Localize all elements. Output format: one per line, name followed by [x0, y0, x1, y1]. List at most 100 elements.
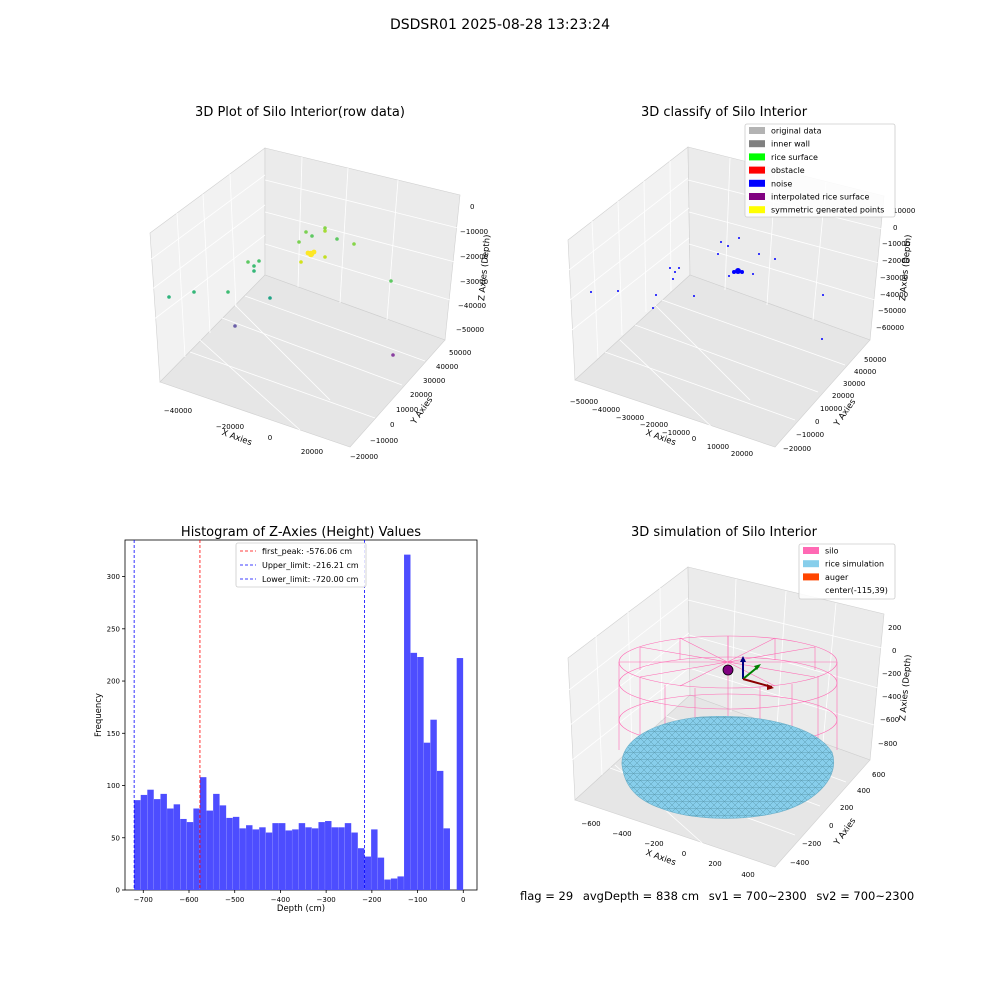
hist-bar — [357, 848, 365, 890]
p1-point — [246, 260, 250, 264]
p4-ytick-3: 200 — [840, 804, 853, 812]
hist-bar — [213, 793, 220, 890]
p4-xtick-0: −600 — [581, 820, 600, 828]
p2-xtick-0: −50000 — [570, 398, 598, 406]
p2-point — [590, 291, 592, 293]
p2-xtick-5: 0 — [692, 435, 696, 443]
p2-point — [669, 267, 671, 269]
hist-bar — [443, 828, 450, 890]
panel1-title: 3D Plot of Silo Interior(row data) — [195, 105, 405, 120]
p4-ztick-1: 0 — [892, 647, 896, 655]
legend-swatch — [749, 179, 765, 187]
hist-legend-label: Lower_limit: -720.00 cm — [262, 575, 359, 584]
p1-point — [389, 279, 393, 283]
sv1-text: sv1 = 700~2300 — [708, 889, 807, 903]
p1-points — [167, 226, 395, 357]
panel1-ticks: −40000 −20000 0 20000 −20000 −10000 0 10… — [164, 203, 488, 461]
hist-bar — [167, 808, 174, 890]
p1-point — [252, 264, 256, 268]
p2-point — [752, 273, 754, 275]
hist-bar — [153, 799, 161, 890]
panel-raw-3d: 3D Plot of Silo Interior(row data) −4000… — [149, 105, 493, 461]
p4-ztick-2: −200 — [882, 670, 901, 678]
p4-xlabel: X Axies — [644, 848, 677, 868]
hist-xtick-label: 0 — [461, 896, 465, 904]
hist-bar — [219, 805, 227, 890]
hist-legend-frame — [235, 542, 367, 588]
hist-legend-label: Upper_limit: -216.21 cm — [262, 561, 359, 570]
p4-xtick-5: 400 — [741, 871, 754, 879]
auger-marker — [722, 664, 734, 676]
p4-ztick-0: 200 — [888, 624, 901, 632]
p2-xtick-1: −40000 — [592, 406, 620, 414]
legend-swatch — [749, 206, 765, 214]
rice-surface — [621, 716, 834, 819]
status-footer: flag = 29 avgDepth = 838 cm sv1 = 700~23… — [520, 889, 920, 903]
hist-bar — [371, 829, 378, 890]
hist-bar — [397, 876, 404, 890]
hist-xtick-label: −500 — [225, 896, 244, 904]
p1-point — [268, 296, 272, 300]
p4-ytick-1: −200 — [802, 840, 821, 848]
hist-bar — [199, 777, 207, 890]
p2-point — [822, 294, 824, 296]
p2-point — [738, 237, 740, 239]
p1-point — [323, 255, 327, 259]
hist-bar — [331, 827, 339, 890]
hist-bar — [456, 658, 464, 890]
p2-ztick-6: −50000 — [878, 307, 906, 315]
hist-xtick-label: −400 — [271, 896, 290, 904]
p4-ytick-5: 600 — [872, 771, 885, 779]
p2-ytick-1: −10000 — [796, 431, 824, 439]
hist-bar — [325, 821, 332, 890]
p2-point — [732, 270, 736, 274]
p1-point — [352, 242, 356, 246]
hist-bar — [252, 829, 260, 890]
p2-xtick-4: −10000 — [662, 429, 690, 437]
panel2-ticks: −50000 −40000 −30000 −20000 −10000 0 100… — [570, 207, 915, 458]
hist-bar — [265, 832, 273, 890]
p1-ztick-2: −20000 — [460, 253, 488, 261]
p1-point — [304, 230, 308, 234]
hist-ytick-label: 300 — [107, 573, 120, 581]
panel4-ticks: −600 −400 −200 0 200 400 −400 −200 0 200… — [581, 624, 901, 879]
p1-point — [323, 226, 327, 230]
p2-point — [678, 267, 680, 269]
hist-bar — [232, 816, 240, 890]
legend-swatch — [803, 547, 819, 554]
hist-bar — [246, 825, 253, 890]
legend-swatch — [749, 140, 765, 148]
legend-label: center(-115,39) — [825, 586, 888, 595]
p2-ytick-3: 10000 — [820, 405, 842, 413]
hist-bar — [140, 794, 148, 890]
panel2-title: 3D classify of Silo Interior — [641, 105, 808, 120]
p1-point — [299, 260, 303, 264]
p2-point — [758, 253, 760, 255]
p2-point — [720, 241, 722, 243]
p4-ylabel: Y Axies — [832, 816, 859, 848]
p2-points — [590, 237, 824, 340]
p1-point — [252, 269, 256, 273]
hist-xtick-label: −300 — [317, 896, 336, 904]
hist-ytick-label: 150 — [107, 730, 120, 738]
hist-xtick-label: −700 — [134, 896, 153, 904]
hist-bar — [390, 878, 398, 890]
hist-bar — [160, 793, 167, 890]
p2-xtick-3: −20000 — [640, 421, 668, 429]
legend-label: interpolated rice surface — [771, 193, 869, 202]
p1-ytick-1: −10000 — [370, 437, 398, 445]
p1-point — [297, 240, 301, 244]
p4-xtick-4: 200 — [708, 860, 721, 868]
panel-classify-3d: 3D classify of Silo Interior −50000 −400… — [567, 105, 915, 458]
p4-ztick-5: −800 — [878, 740, 897, 748]
panel2-grid — [568, 157, 883, 431]
p1-xtick-2: 0 — [268, 434, 272, 442]
legend-swatch — [749, 127, 765, 134]
hist-ytick-label: 0 — [116, 887, 120, 895]
p4-xtick-2: −200 — [644, 840, 663, 848]
legend-label: original data — [771, 127, 822, 136]
p4-ztick-4: −600 — [880, 716, 899, 724]
p2-point — [728, 275, 730, 277]
hist-bar — [173, 804, 181, 890]
